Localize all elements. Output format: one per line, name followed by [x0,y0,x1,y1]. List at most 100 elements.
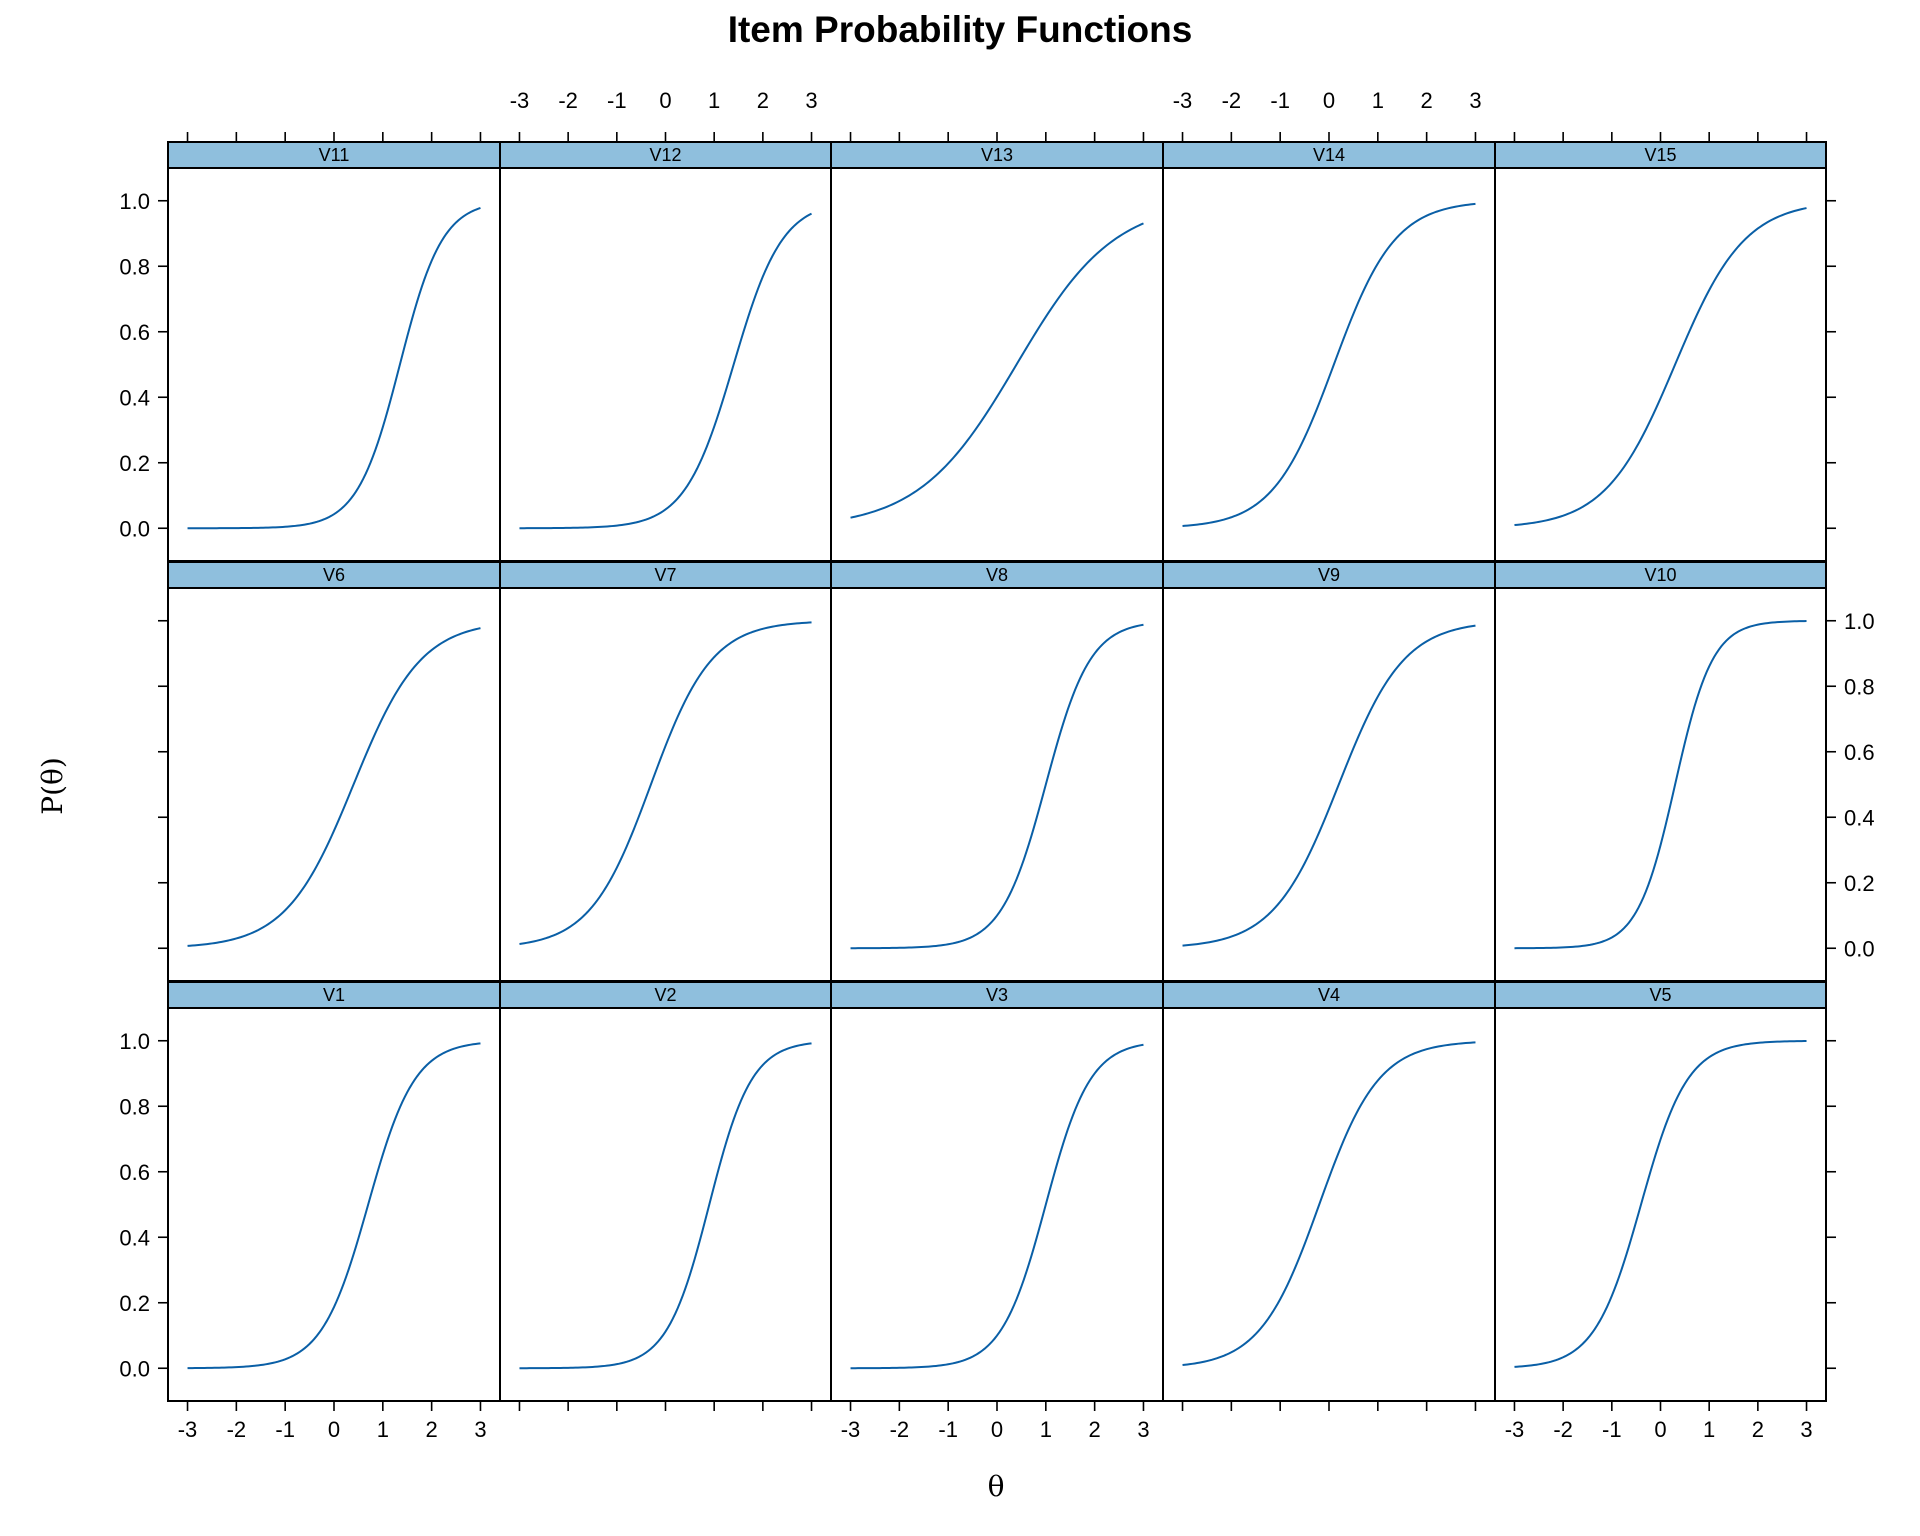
strip-label-v14: V14 [1313,145,1345,165]
x-tick-label-top: -2 [1222,88,1242,113]
curve-v2 [519,1042,812,1370]
curve-v5 [1514,1040,1807,1368]
panel-v10: V10 0.0 0.2 0.4 0.6 0.8 1.0 [1494,561,1875,982]
curve-v3 [850,1043,1144,1370]
panel-v6: V6 [158,561,501,982]
x-tick-label: -2 [890,1417,910,1442]
y-tick-label: 0.0 [119,1356,150,1381]
x-tick-label: 1 [1703,1417,1715,1442]
curve-v10 [1514,620,1807,950]
strip-label-v10: V10 [1644,565,1676,585]
x-tick-label-top: 1 [708,88,720,113]
strip-v13 [830,141,1164,169]
strip-v1 [167,981,501,1009]
panel-v11: V11 0.0 0.2 0.4 0.6 0.8 1.0 [119,132,501,562]
strip-label-v3: V3 [986,985,1008,1005]
y-tick-label: 0.6 [119,320,150,345]
plot-frame-v4 [1162,1007,1496,1402]
strip-label-v9: V9 [1318,565,1340,585]
y-tick-label: 0.2 [119,451,150,476]
plot-frame-v9 [1162,587,1496,982]
x-tick-label: 2 [426,1417,438,1442]
curve-v11 [187,207,481,530]
strip-label-v5: V5 [1649,985,1671,1005]
x-tick-label: 3 [1800,1417,1812,1442]
x-tick-label: 3 [474,1417,486,1442]
chart-title: Item Probability Functions [728,9,1193,50]
y-tick-label: 0.8 [119,1094,150,1119]
plot-frame-v8 [830,587,1164,982]
strip-label-v11: V11 [319,145,350,165]
x-tick-label-top: -3 [510,88,530,113]
panel-v5: V5 -3 -2 -1 0 1 2 3 [1494,981,1836,1442]
panel-v7: V7 [499,561,832,982]
x-axis-label: θ [988,1470,1005,1503]
plot-frame-v1 [167,1007,501,1402]
strip-label-v6: V6 [323,565,345,585]
curve-v9 [1182,624,1476,947]
x-tick-label-top: 0 [1323,88,1335,113]
x-tick-label: 3 [1137,1417,1149,1442]
x-tick-label-top: -2 [558,88,578,113]
strip-v5 [1494,981,1827,1009]
y-tick-label-right: 0.8 [1844,674,1875,699]
strip-label-v4: V4 [1318,985,1340,1005]
strip-label-v12: V12 [649,145,681,165]
plot-frame-v15 [1494,167,1827,562]
plot-frame-v13 [830,167,1164,562]
y-tick-label-right: 1.0 [1844,609,1875,634]
panel-v1: V1 -3 -2 -1 0 1 2 3 0.0 0.2 0.4 0.6 0.8 1.0 [119,981,501,1442]
panel-v12: V12 -3 -2 -1 0 1 2 3 [499,88,832,562]
plot-frame-v14 [1162,167,1496,562]
x-tick-label-top: 3 [1469,88,1481,113]
y-tick-label-right: 0.0 [1844,936,1875,961]
x-tick-label: 0 [1654,1417,1666,1442]
y-tick-label-right: 0.6 [1844,740,1875,765]
y-tick-label: 0.6 [119,1160,150,1185]
plot-frame-v2 [499,1007,832,1402]
strip-v14 [1162,141,1496,169]
curve-v13 [850,222,1144,519]
x-tick-label: 2 [1752,1417,1764,1442]
x-tick-label: -3 [1505,1417,1525,1442]
y-tick-label-right: 0.2 [1844,871,1875,896]
plot-frame-v11 [167,167,501,562]
curve-v1 [187,1042,481,1370]
curve-v12 [519,212,812,530]
plot-frame-v10 [1494,587,1827,982]
strip-label-v8: V8 [986,565,1008,585]
panel-v4: V4 [1162,981,1496,1411]
panel-v15: V15 [1494,132,1836,562]
x-tick-label: -2 [1553,1417,1573,1442]
plot-frame-v3 [830,1007,1164,1402]
x-tick-label: -1 [938,1417,958,1442]
curve-v7 [519,621,812,945]
y-tick-label: 1.0 [119,1029,150,1054]
plot-frame-v7 [499,587,832,982]
x-tick-label: -1 [275,1417,295,1442]
curve-v15 [1514,207,1807,527]
plot-frame-v6 [167,587,501,982]
x-tick-label-top: 2 [757,88,769,113]
strip-label-v2: V2 [654,985,676,1005]
x-tick-label-top: 3 [805,88,817,113]
y-axis-label: P(θ) [36,757,69,815]
strip-label-v13: V13 [981,145,1013,165]
curve-v14 [1182,202,1476,527]
x-tick-label: -3 [178,1417,198,1442]
strip-v6 [167,561,501,589]
strip-label-v7: V7 [654,565,676,585]
panel-v9: V9 [1162,561,1496,982]
x-tick-label: -3 [841,1417,861,1442]
curve-v8 [850,623,1144,950]
panel-v14: V14 -3 -2 -1 0 1 2 3 [1162,88,1496,562]
x-tick-label: -2 [227,1417,247,1442]
x-tick-label-top: 2 [1421,88,1433,113]
x-tick-label-top: -1 [607,88,627,113]
plot-frame-v5 [1494,1007,1827,1402]
x-tick-label: 0 [328,1417,340,1442]
y-tick-label-right: 0.4 [1844,805,1875,830]
